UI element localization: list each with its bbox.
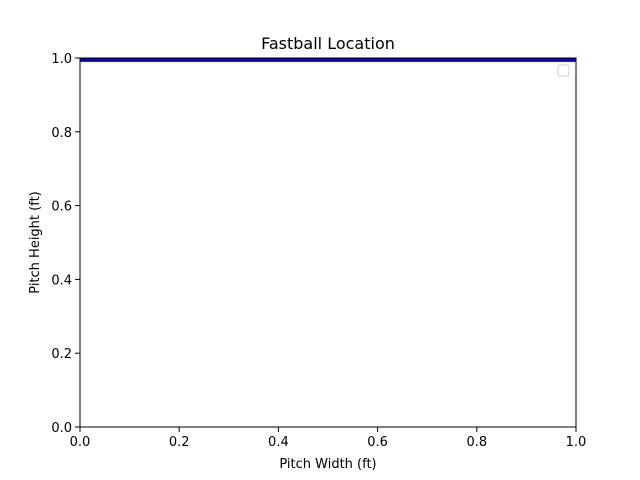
legend-box bbox=[558, 65, 569, 76]
plot-area bbox=[80, 58, 576, 427]
x-axis-label: Pitch Width (ft) bbox=[279, 457, 376, 472]
y-tick-label: 0.4 bbox=[51, 273, 72, 288]
x-tick-label: 0.4 bbox=[268, 435, 289, 450]
legend bbox=[558, 65, 569, 76]
x-tick-label: 0.2 bbox=[169, 435, 190, 450]
y-tick-label: 0.6 bbox=[51, 200, 72, 215]
x-axis-ticks: 0.0 0.2 0.4 0.6 0.8 1.0 bbox=[70, 427, 587, 450]
x-tick-label: 0.8 bbox=[466, 435, 487, 450]
x-tick-label: 0.6 bbox=[367, 435, 388, 450]
y-tick-label: 0.0 bbox=[51, 421, 72, 436]
chart-title: Fastball Location bbox=[261, 34, 395, 53]
x-tick-label: 0.0 bbox=[70, 435, 91, 450]
y-axis-label: Pitch Height (ft) bbox=[28, 191, 43, 293]
y-axis-ticks: 0.0 0.2 0.4 0.6 0.8 1.0 bbox=[51, 52, 80, 436]
y-tick-label: 1.0 bbox=[51, 52, 72, 67]
y-tick-label: 0.8 bbox=[51, 126, 72, 141]
x-tick-label: 1.0 bbox=[566, 435, 587, 450]
y-tick-label: 0.2 bbox=[51, 347, 72, 362]
